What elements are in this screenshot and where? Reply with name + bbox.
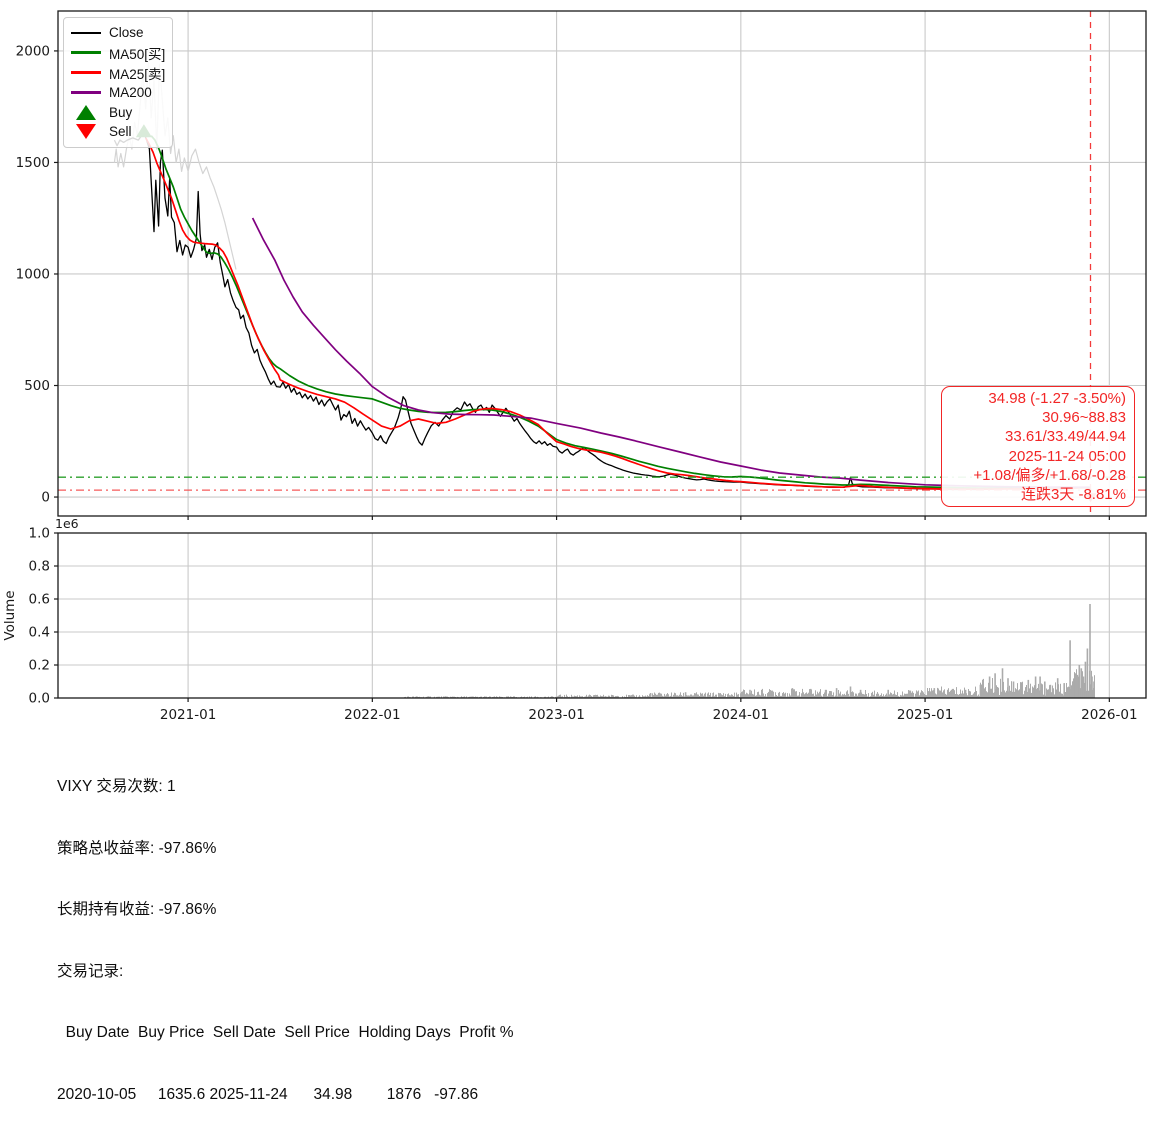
legend-item-sell: Sell [71, 122, 172, 142]
volume-plot-border [58, 533, 1146, 698]
grid [58, 11, 1146, 698]
legend-label-ma25: MA25[卖] [109, 63, 165, 83]
price-tick-label: 0 [41, 490, 50, 506]
x-tick-label: 2023-01 [528, 707, 584, 723]
price-tick-label: 1000 [16, 266, 50, 282]
volume-tick-label: 0.4 [29, 625, 50, 641]
trade-table-header: Buy Date Buy Price Sell Date Sell Price … [57, 1023, 514, 1044]
ma50-line-icon [71, 51, 101, 54]
tooltip-ohlc: 33.61/33.49/44.94 [946, 427, 1126, 446]
trade-table-row: 2020-10-05 1635.6 2025-11-24 34.98 1876 … [57, 1085, 514, 1106]
volume-tick-label: 0.2 [29, 658, 50, 674]
ma200-line-icon [71, 91, 101, 94]
buy-triangle-icon [71, 105, 101, 120]
price-tooltip: 34.98 (-1.27 -3.50%) 30.96~88.83 33.61/3… [941, 386, 1135, 507]
legend-item-ma200: MA200 [71, 82, 172, 102]
volume-tick-label: 1.0 [29, 526, 50, 542]
volume-tick-label: 0.6 [29, 592, 50, 608]
tooltip-datetime: 2025-11-24 05:00 [946, 447, 1126, 466]
legend-label-ma200: MA200 [109, 85, 152, 100]
tooltip-streak: 连跌3天 -8.81% [946, 485, 1126, 504]
x-tick-label: 2025-01 [897, 707, 953, 723]
x-tick-label: 2024-01 [713, 707, 769, 723]
legend-label-close: Close [109, 25, 144, 40]
price-tick-label: 500 [24, 378, 50, 394]
volume-tick-label: 0.0 [29, 691, 50, 707]
ma25-line-icon [71, 71, 101, 74]
legend: Close MA50[买] MA25[卖] MA200 Buy Sell [63, 17, 173, 148]
stats-strategy-return: 策略总收益率: -97.86% [57, 839, 514, 860]
volume-offset-label: 1e6 [55, 516, 79, 531]
axis-ticks [54, 51, 1109, 702]
volume-axis-title: Volume [2, 590, 18, 640]
legend-label-ma50: MA50[买] [109, 43, 165, 63]
legend-label-sell: Sell [109, 124, 132, 139]
x-tick-label: 2022-01 [344, 707, 400, 723]
sell-triangle-icon [71, 124, 101, 139]
price-tick-label: 1500 [16, 155, 50, 171]
volume-tick-label: 0.8 [29, 559, 50, 575]
stats-trades-title: 交易记录: [57, 962, 514, 983]
tooltip-price-change: 34.98 (-1.27 -3.50%) [946, 389, 1126, 408]
legend-item-buy: Buy [71, 102, 172, 122]
tooltip-signal: +1.08/偏多/+1.68/-0.28 [946, 466, 1126, 485]
stats-trade-count: VIXY 交易次数: 1 [57, 777, 514, 798]
tooltip-range: 30.96~88.83 [946, 408, 1126, 427]
close-line-icon [71, 32, 101, 35]
strategy-stats: VIXY 交易次数: 1 策略总收益率: -97.86% 长期持有收益: -97… [57, 736, 514, 1126]
legend-item-close: Close [71, 23, 172, 43]
stats-hold-return: 长期持有收益: -97.86% [57, 900, 514, 921]
volume-bars [404, 604, 1095, 698]
legend-item-ma25: MA25[卖] [71, 63, 172, 83]
x-tick-label: 2021-01 [160, 707, 216, 723]
x-tick-label: 2026-01 [1081, 707, 1137, 723]
legend-item-ma50: MA50[买] [71, 43, 172, 63]
legend-label-buy: Buy [109, 105, 132, 120]
price-tick-label: 2000 [16, 43, 50, 59]
